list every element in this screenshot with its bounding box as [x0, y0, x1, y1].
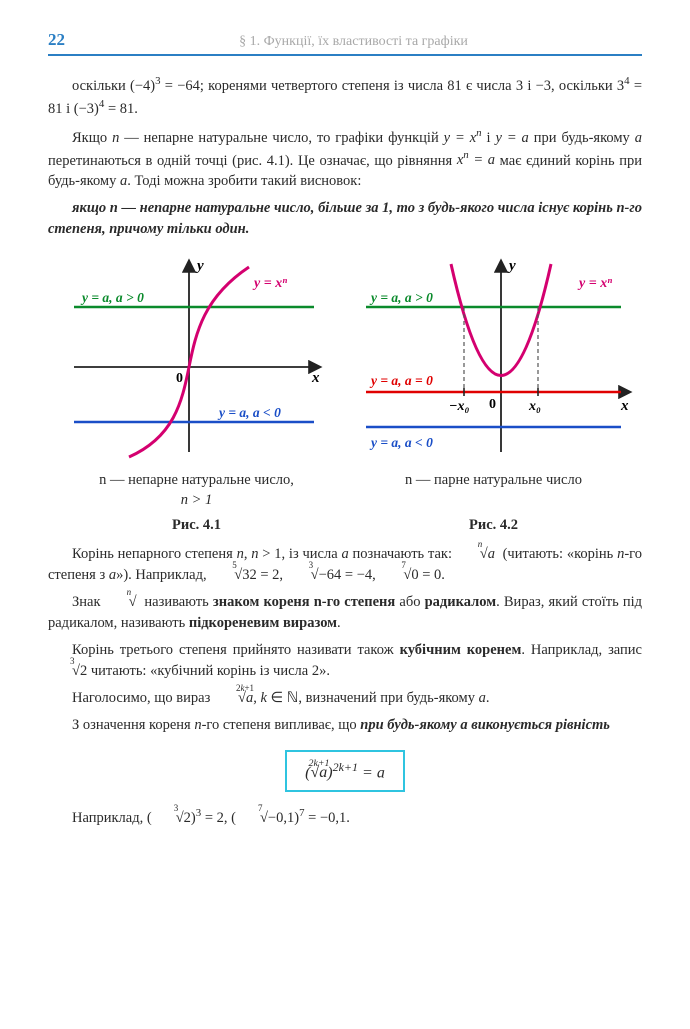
paragraph-6: Корінь третього степеня прийнято називат…: [48, 640, 642, 682]
fig1-x-label: x: [311, 370, 320, 386]
text: = −64; коренями четвертого степеня із чи…: [161, 78, 625, 94]
text: n — непарне натуральне число,: [99, 472, 294, 488]
fig2-zero-eq: y = a, a = 0: [369, 373, 433, 388]
paragraph-5: Знак n√ називають знаком кореня n-го сте…: [48, 592, 642, 634]
text: оскільки (−4): [72, 78, 155, 94]
page: 22 § 1. Функції, їх властивості та графі…: [0, 0, 690, 865]
text: радикалом: [425, 594, 497, 610]
text: .: [346, 810, 350, 826]
paragraph-1: оскільки (−4)3 = −64; коренями четвертог…: [48, 74, 642, 120]
fig1-curve-eq: y = xⁿ: [252, 276, 287, 291]
paragraph-2: Якщо n — непарне натуральне число, то гр…: [48, 126, 642, 193]
text: . Наприклад, запис: [521, 642, 642, 658]
text: при будь-якому: [529, 130, 635, 146]
text: .: [441, 567, 445, 583]
figures-row: y x 0 y = xⁿ y = a, a > 0 y = a, a < 0: [48, 252, 642, 467]
fig1-origin: 0: [176, 371, 183, 386]
fig1-top-eq: y = a, a > 0: [80, 290, 144, 305]
text: Якщо: [72, 130, 112, 146]
text: Корінь третього степеня прийнято називат…: [72, 642, 400, 658]
text: ,: [224, 810, 231, 826]
text: або: [395, 594, 424, 610]
page-number: 22: [48, 30, 65, 50]
fig2-label: Рис. 4.2: [345, 517, 642, 534]
fig2-top-eq: y = a, a > 0: [369, 290, 433, 305]
page-header: 22 § 1. Функції, їх властивості та графі…: [48, 30, 642, 56]
text: .: [337, 615, 341, 631]
formula-box: (2k+1√a)2k+1 = a: [285, 750, 405, 792]
fig2-bot-eq: y = a, a < 0: [369, 435, 433, 450]
paragraph-7: Наголосимо, що вираз 2k+1√a, k ∈ ℕ, визн…: [48, 688, 642, 709]
fig2-y-label: y: [507, 258, 516, 274]
paragraph-8: З означення кореня n-го степеня випливає…: [48, 715, 642, 736]
text: .: [486, 690, 490, 706]
figure-1: y x 0 y = xⁿ y = a, a > 0 y = a, a < 0: [48, 252, 340, 467]
paragraph-9: Наприклад, (3√2)3 = 2, (7√−0,1)7 = −0,1.: [48, 806, 642, 829]
text: n > 1: [181, 492, 213, 508]
text: (читають: «корінь: [499, 546, 617, 562]
text: Наприклад,: [72, 810, 147, 826]
section-title: § 1. Функції, їх властивості та графіки: [65, 34, 642, 50]
text: . Тоді можна зробити такий висновок:: [127, 173, 361, 189]
text: називають: [140, 594, 213, 610]
text: — непарне натуральне число, то графіки ф…: [119, 130, 443, 146]
formula-box-wrap: (2k+1√a)2k+1 = a: [48, 750, 642, 792]
captions-row: n — непарне натуральне число, n > 1 n — …: [48, 471, 642, 510]
text: при будь-якому a виконується рівність: [360, 717, 610, 733]
text: »). Наприклад,: [116, 567, 210, 583]
fig1-label: Рис. 4.1: [48, 517, 345, 534]
text: підкореневим виразом: [189, 615, 337, 631]
text: читають: «кубічний корінь із числа 2».: [87, 663, 330, 679]
text: -го степеня випливає, що: [202, 717, 361, 733]
text: n — парне натуральне число: [405, 472, 582, 488]
caption-left: n — непарне натуральне число, n > 1: [48, 471, 345, 510]
text: знаком кореня n-го степеня: [213, 594, 395, 610]
text: кубічним коренем: [400, 642, 522, 658]
fig2-curve-eq: y = xⁿ: [577, 276, 612, 291]
fig1-bot-eq: y = a, a < 0: [217, 405, 281, 420]
text: , визначений при будь-якому: [298, 690, 478, 706]
text: Знак: [72, 594, 105, 610]
fig2-origin: 0: [489, 397, 496, 412]
paragraph-3-emphasis: якщо n — непарне натуральне число, більш…: [48, 198, 642, 240]
fig2-nx0: −x₀: [449, 399, 469, 414]
fig1-y-label: y: [195, 258, 204, 274]
fig2-x-label: x: [620, 398, 629, 414]
text: і: [482, 130, 496, 146]
text: перетинаються в одній точці (рис. 4.1). …: [48, 152, 457, 168]
fig2-svg: y x 0 x₀ −x₀ y = xⁿ y = a, a > 0 y = a, …: [351, 252, 641, 462]
fig2-x0: x₀: [528, 399, 541, 414]
text: = 81.: [104, 101, 138, 117]
text: Наголосимо, що вираз: [72, 690, 214, 706]
paragraph-4: Корінь непарного степеня n, n > 1, із чи…: [48, 544, 642, 586]
fig1-svg: y x 0 y = xⁿ y = a, a > 0 y = a, a < 0: [54, 252, 334, 462]
text: З означення кореня: [72, 717, 194, 733]
figure-labels: Рис. 4.1 Рис. 4.2: [48, 517, 642, 534]
figure-2: y x 0 x₀ −x₀ y = xⁿ y = a, a > 0 y = a, …: [350, 252, 642, 467]
caption-right: n — парне натуральне число: [345, 471, 642, 510]
